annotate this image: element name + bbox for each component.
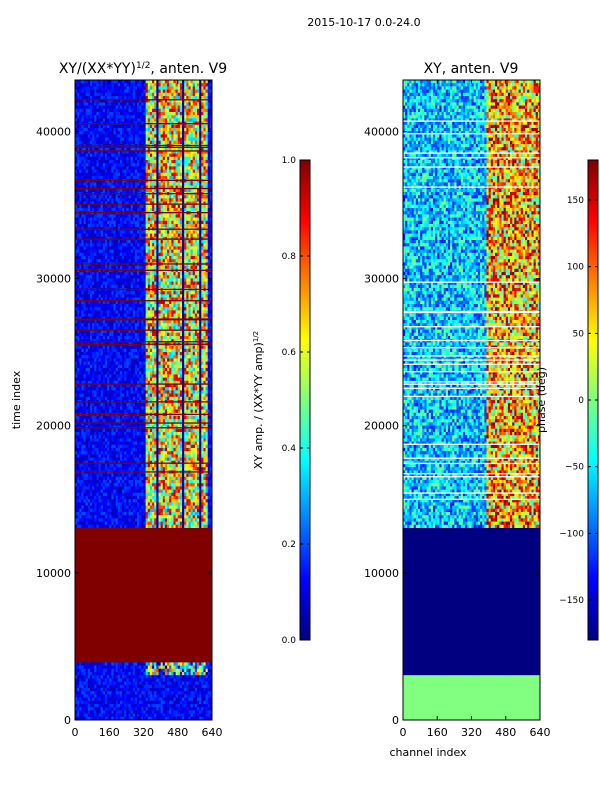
colorbar-tick-label: 0 (578, 396, 584, 406)
x-tick-label: 0 (400, 726, 407, 739)
colorbar-tick-label: 150 (567, 196, 584, 206)
colorbar-left-label: XY amp. / (XX*YY amp)1/2 (252, 331, 265, 469)
colorbar-tick-label: 1.0 (282, 156, 297, 166)
panel-left-axes: 0 10000 20000 30000 40000 0 160 320 480 640 (36, 80, 223, 739)
y-tick-label: 10000 (36, 567, 71, 580)
colorbar-tick-label: −150 (559, 596, 584, 606)
colorbar-right: 150 100 50 0 −50 −100 −150 phase (deg) (535, 159, 599, 641)
colorbar-right-label: phase (deg) (535, 367, 548, 433)
panel-right: XY, anten. V9 0 10000 20000 30000 40000 0 160 3… (364, 61, 551, 759)
y-tick-label: 40000 (36, 125, 71, 138)
y-tick-label: 30000 (364, 273, 399, 286)
panel-right-axes: 0 10000 20000 30000 40000 0 160 320 480 640 (364, 80, 551, 739)
colorbar-tick-label: 50 (573, 329, 585, 339)
x-tick-label: 480 (167, 726, 188, 739)
panel-right-title: XY, anten. V9 (424, 61, 519, 77)
colorbar-tick-label: −100 (559, 529, 584, 539)
colorbar-tick-label: 0.4 (282, 444, 297, 454)
x-tick-label: 320 (133, 726, 154, 739)
x-tick-label: 160 (99, 726, 120, 739)
colorbar-left: 0.0 0.2 0.4 0.6 0.8 1.0 XY amp. / (XX*YY amp)… (252, 156, 311, 646)
heatmap-right-image (403, 80, 540, 720)
panel-left: XY/(XX*YY)1/2, anten. V9 0 10000 20000 3000… (10, 61, 227, 739)
colorbar-tick-label: 0.8 (282, 252, 297, 262)
x-tick-label: 640 (202, 726, 223, 739)
y-tick-label: 0 (64, 714, 71, 727)
y-tick-label: 10000 (364, 567, 399, 580)
y-tick-label: 0 (392, 714, 399, 727)
y-tick-label: 20000 (36, 420, 71, 433)
colorbar-tick-label: 100 (567, 263, 584, 273)
y-tick-label: 40000 (364, 125, 399, 138)
figure-suptitle: 2015-10-17 0.0-24.0 (307, 16, 420, 29)
panel-left-title: XY/(XX*YY)1/2, anten. V9 (59, 61, 227, 77)
x-tick-label: 640 (530, 726, 551, 739)
colorbar-tick-label: 0.6 (282, 348, 297, 358)
colorbar-tick-label: 0.2 (282, 540, 296, 550)
x-axis-label: channel index (389, 746, 467, 759)
colorbar-tick-label: 0.0 (282, 636, 297, 646)
x-tick-label: 0 (72, 726, 79, 739)
y-tick-label: 30000 (36, 273, 71, 286)
colorbar-tick-label: −50 (565, 463, 584, 473)
heatmap-left-image (75, 80, 212, 720)
y-axis-label: time index (10, 370, 23, 429)
y-tick-label: 20000 (364, 420, 399, 433)
x-tick-label: 480 (495, 726, 516, 739)
colorbar-left-gradient (299, 159, 311, 641)
x-tick-label: 320 (461, 726, 482, 739)
x-tick-label: 160 (427, 726, 448, 739)
